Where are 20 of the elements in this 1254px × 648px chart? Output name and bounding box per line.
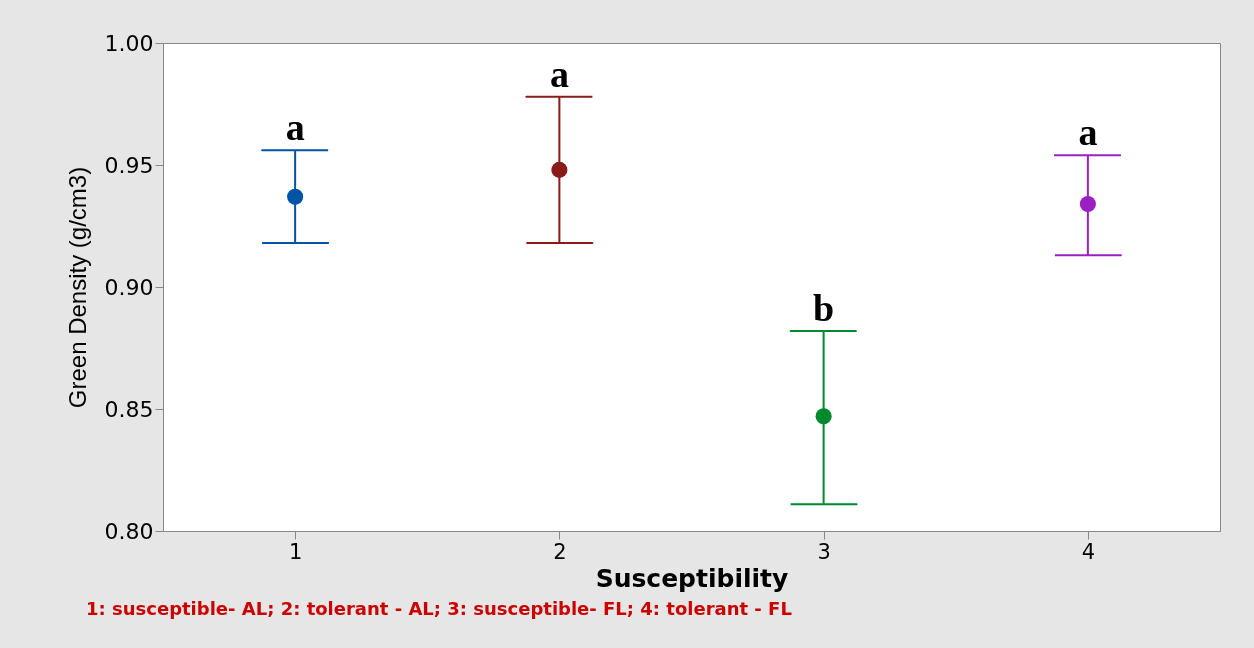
y-tick-label: 0.85 bbox=[104, 396, 154, 422]
y-tick-label: 0.95 bbox=[104, 152, 154, 178]
annotation: a bbox=[1078, 111, 1098, 154]
x-tick-label: 1 bbox=[288, 539, 303, 564]
x-tick-label: 3 bbox=[817, 539, 831, 564]
y-tick-label: 0.90 bbox=[104, 274, 154, 300]
annotation: a bbox=[285, 106, 305, 149]
point bbox=[287, 188, 304, 205]
point bbox=[815, 408, 832, 425]
point bbox=[1079, 195, 1096, 213]
y-tick-label: 1.00 bbox=[104, 30, 154, 56]
x-axis-title: Susceptibility bbox=[595, 563, 789, 593]
text: 1: susceptible- AL; 2: tolerant - AL; 3: susceptible- FL; 4: tolerant - FL bbox=[86, 598, 792, 619]
annotation: a bbox=[549, 52, 569, 95]
x-tick-label: 2 bbox=[553, 539, 567, 564]
point bbox=[551, 161, 568, 178]
annotation: b bbox=[813, 286, 835, 329]
x-tick-label: 4 bbox=[1081, 539, 1096, 564]
y-axis-title: Green Density (g/cm3) bbox=[63, 166, 91, 409]
y-tick-label: 0.80 bbox=[104, 518, 154, 544]
